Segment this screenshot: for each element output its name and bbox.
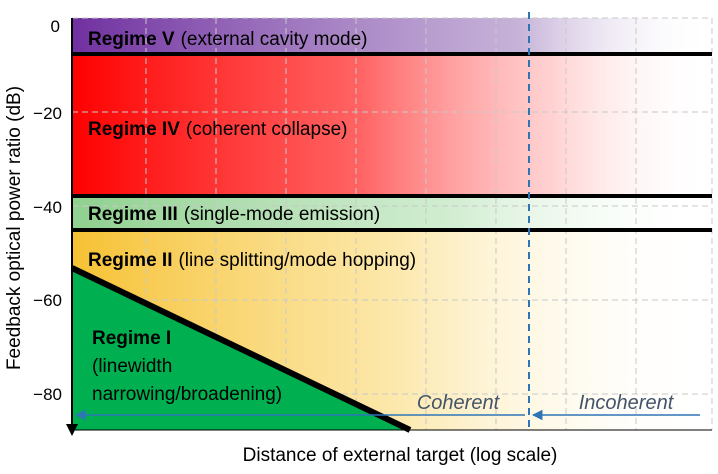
regime-iv-desc: (coherent collapse) (186, 119, 348, 140)
coherent-label: Coherent (417, 392, 501, 414)
regime-ii-label: Regime II (line splitting/mode hopping) (88, 250, 416, 271)
regime-iv-name: Regime IV (88, 119, 180, 140)
y-tick-label: −80 (33, 385, 62, 404)
y-tick-label: −60 (33, 291, 62, 310)
regime-v-band (72, 18, 712, 54)
regime-v-desc: (external cavity mode) (181, 29, 368, 50)
regime-iv-label: Regime IV (coherent collapse) (88, 119, 347, 140)
y-tick-label: −40 (33, 198, 62, 217)
regime-v-label: Regime V (external cavity mode) (88, 29, 368, 50)
y-tick-label: 0 (51, 17, 60, 36)
incoherent-label: Incoherent (579, 392, 675, 414)
regime-ii-name: Regime II (88, 250, 172, 271)
regime-v-name: Regime V (88, 29, 175, 50)
regime-iii-band (72, 196, 712, 230)
regime-iv-band (72, 54, 712, 196)
regime-iii-label: Regime III (single-mode emission) (88, 204, 380, 225)
x-axis-label: Distance of external target (log scale) (243, 445, 558, 466)
y-tick-label: −20 (33, 104, 62, 123)
regime-i-boundary-line (70, 265, 412, 433)
regime-iii-desc: (single-mode emission) (184, 204, 380, 225)
y-axis-arrow (66, 424, 78, 436)
regime-i-desc-line-1: (linewidth (92, 356, 172, 377)
regime-i-desc-line-2: narrowing/broadening) (92, 384, 282, 405)
regime-i-name: Regime I (92, 328, 171, 349)
regime-iii-name: Regime III (88, 204, 178, 225)
regime-ii-desc: (line splitting/mode hopping) (178, 250, 416, 271)
y-axis-label: Feedback optical power ratio (dB) (4, 86, 25, 370)
